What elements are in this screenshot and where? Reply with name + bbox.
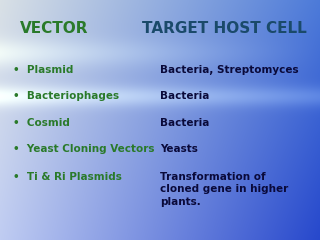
Text: Transformation of
cloned gene in higher
plants.: Transformation of cloned gene in higher … [160, 172, 288, 207]
Text: •  Bacteriophages: • Bacteriophages [13, 91, 119, 101]
Text: Bacteria: Bacteria [160, 118, 209, 128]
Text: •  Yeast Cloning Vectors: • Yeast Cloning Vectors [13, 144, 154, 154]
Text: Yeasts: Yeasts [160, 144, 198, 154]
Text: Bacteria, Streptomyces: Bacteria, Streptomyces [160, 65, 299, 75]
Text: TARGET HOST CELL: TARGET HOST CELL [142, 21, 306, 36]
Text: VECTOR: VECTOR [20, 21, 89, 36]
Text: •  Cosmid: • Cosmid [13, 118, 70, 128]
Text: •  Ti & Ri Plasmids: • Ti & Ri Plasmids [13, 172, 122, 182]
Text: •  Plasmid: • Plasmid [13, 65, 73, 75]
Text: Bacteria: Bacteria [160, 91, 209, 101]
